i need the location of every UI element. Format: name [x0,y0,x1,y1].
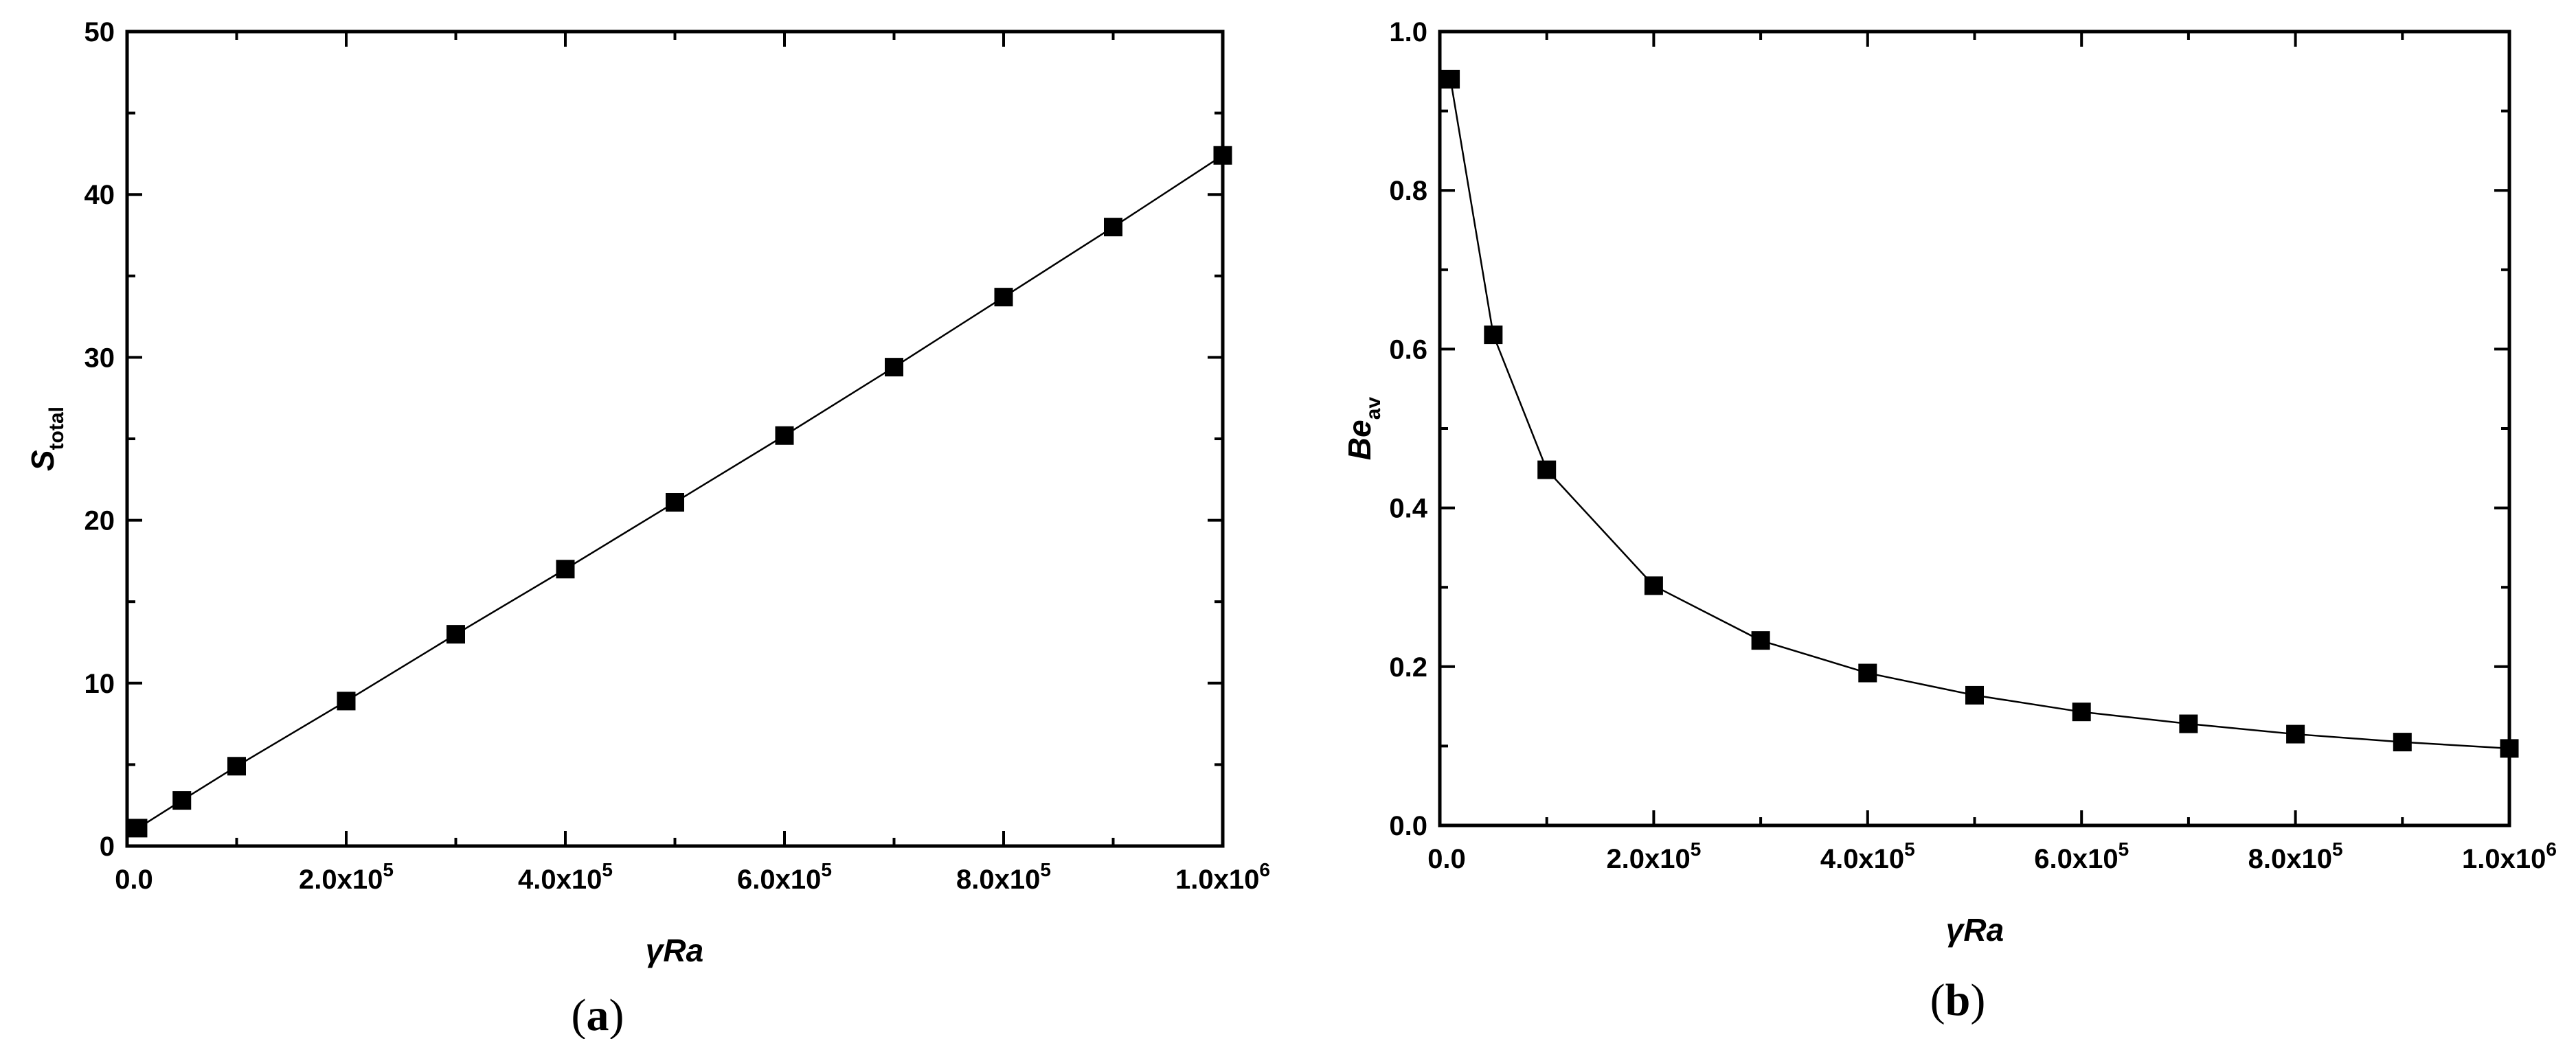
data-point [1104,218,1122,237]
y-tick-label: 1.0 [1389,17,1427,47]
data-point [2179,714,2198,733]
x-tick-label: 0.0 [115,865,153,895]
y-tick-label: 40 [84,180,115,210]
data-point [1213,146,1232,165]
x-tick-label: 4.0x105 [1820,838,1915,874]
x-tick-label: 6.0x105 [2034,838,2129,874]
y-axis-title: Stotal [25,407,68,471]
plot-frame [1438,30,2511,827]
x-axis-title: γRa [1946,912,2004,948]
y-tick-label: 50 [84,17,115,47]
x-tick-label: 1.0x106 [2462,838,2557,874]
x-tick-label: 1.0x106 [1175,859,1270,895]
series-line [1449,79,2510,750]
data-point [1858,663,1877,683]
data-point [172,791,192,810]
data-point [337,692,356,711]
panel-label: (a) [572,990,624,1039]
panel-label: (b) [1930,975,1986,1025]
data-point [1751,631,1770,650]
y-tick-label: 0.4 [1389,494,1427,524]
panel-b: 0.0 0.2 0.4 0.6 0.8 1.0 0.0 2.0x105 4.0x105 6.0x1… [1342,17,2557,1025]
plot-frame [125,30,1225,848]
data-point [1537,460,1557,479]
data-point [128,819,148,838]
x-axis-title: γRa [646,933,703,968]
data-point [885,358,903,377]
data-point [2393,733,2412,752]
data-point [447,625,465,644]
x-tick-label: 6.0x105 [737,859,832,895]
data-point [2072,703,2091,722]
y-tick-label: 0.6 [1389,334,1427,365]
data-point [1441,69,1460,89]
x-tick-label: 2.0x105 [299,859,394,895]
y-tick-label: 0 [100,832,115,862]
y-tick-label: 30 [84,343,115,373]
y-axis-title: Beav [1342,397,1385,460]
y-tick-label: 20 [84,506,115,536]
x-tick-label: 0.0 [1427,844,1466,874]
x-tick-label: 8.0x105 [956,859,1051,895]
y-tick-label: 10 [84,669,115,699]
panel-a: 0 10 20 30 40 50 0.0 2.0x105 4.0x105 6.0x105 8.0x1… [25,17,1270,1039]
data-point [1484,326,1503,345]
y-tick-label: 0.8 [1389,176,1427,206]
y-tick-label: 0.0 [1389,811,1427,841]
x-tick-label: 4.0x105 [518,859,613,895]
data-point [1965,685,1984,705]
data-point [994,288,1013,307]
x-tick-label: 8.0x105 [2248,838,2343,874]
data-point [666,493,684,512]
y-tick-label: 0.2 [1389,652,1427,683]
data-point [556,560,575,579]
data-point [1644,576,1663,595]
series-line [137,155,1223,829]
data-point [775,426,794,445]
x-tick-label: 2.0x105 [1606,838,1701,874]
data-point [2286,724,2305,744]
data-point [227,757,246,776]
data-point [2500,739,2519,758]
